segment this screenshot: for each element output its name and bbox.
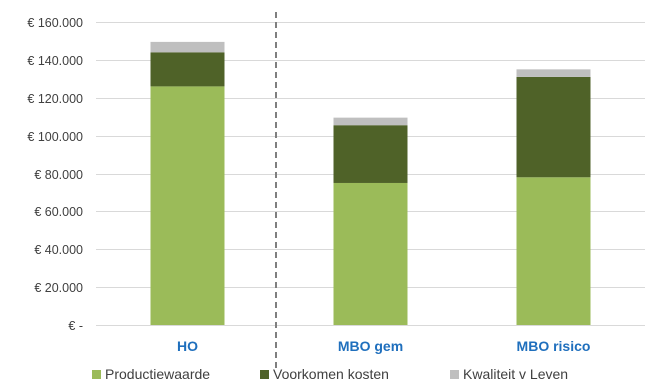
legend-swatch bbox=[92, 370, 101, 379]
bar-segment bbox=[150, 41, 225, 53]
category-label: MBO risico bbox=[517, 338, 591, 354]
bar-segment bbox=[333, 125, 408, 183]
category-label: HO bbox=[177, 338, 198, 354]
y-tick-label: € 60.000 bbox=[34, 205, 83, 219]
y-tick-label: € 100.000 bbox=[27, 130, 83, 144]
y-tick-label: € 160.000 bbox=[27, 16, 83, 30]
legend-label: Kwaliteit v Leven bbox=[463, 366, 568, 382]
legend-swatch bbox=[260, 370, 269, 379]
y-tick-label: € 20.000 bbox=[34, 281, 83, 295]
y-tick-label: € - bbox=[68, 319, 83, 333]
category-label: MBO gem bbox=[338, 338, 403, 354]
bar-segment bbox=[516, 69, 591, 77]
y-tick-label: € 120.000 bbox=[27, 92, 83, 106]
y-tick-label: € 80.000 bbox=[34, 168, 83, 182]
bar-segment bbox=[150, 52, 225, 87]
legend-swatch bbox=[450, 370, 459, 379]
legend-label: Voorkomen kosten bbox=[273, 366, 389, 382]
bar-segment bbox=[516, 177, 591, 325]
y-tick-label: € 40.000 bbox=[34, 243, 83, 257]
bar-segment bbox=[516, 76, 591, 178]
y-tick-label: € 140.000 bbox=[27, 54, 83, 68]
legend: Productiewaarde Voorkomen kosten Kwaliteit… bbox=[92, 366, 568, 382]
bar-segment bbox=[333, 182, 408, 325]
x-axis: HO MBO gem MBO risico bbox=[177, 338, 590, 354]
bars bbox=[150, 41, 591, 325]
legend-label: Productiewaarde bbox=[105, 366, 210, 382]
bar-segment bbox=[150, 86, 225, 325]
y-axis: € - € 20.000 € 40.000 € 60.000 € 80.000 € 100… bbox=[27, 16, 83, 333]
bar-segment bbox=[333, 117, 408, 126]
